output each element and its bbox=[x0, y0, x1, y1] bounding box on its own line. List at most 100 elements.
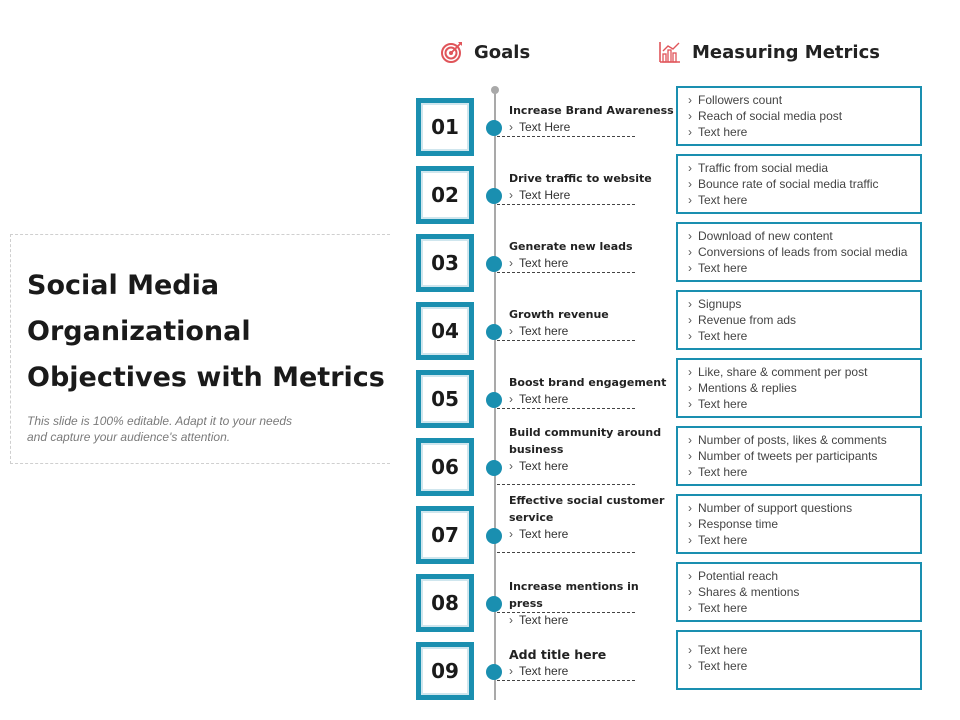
timeline-dot bbox=[486, 460, 502, 476]
page-title-line-3: Objectives with Metrics bbox=[27, 362, 385, 393]
metric-item: › Potential reach bbox=[688, 568, 912, 584]
timeline-dot bbox=[486, 188, 502, 204]
metric-label: Reach of social media post bbox=[698, 109, 843, 123]
goal-subtext: › Text here bbox=[509, 255, 674, 272]
objective-row: 09 Add title here › Text here › Text here › Tex… bbox=[0, 630, 960, 702]
goal-title: Increase mentions in press bbox=[509, 580, 639, 610]
metrics-box: › Number of support questions › Response ti… bbox=[676, 494, 922, 554]
objective-row: 02 Drive traffic to website › Text Here › Tra… bbox=[0, 154, 960, 226]
goal-subtext-label: Text here bbox=[519, 392, 569, 406]
goal-subtext-label: Text Here bbox=[519, 120, 571, 134]
metric-label: Followers count bbox=[698, 93, 783, 107]
metric-item: › Text here bbox=[688, 124, 912, 140]
chevron-right-icon: › bbox=[688, 93, 692, 107]
metric-label: Revenue from ads bbox=[698, 313, 797, 327]
chevron-right-icon: › bbox=[688, 397, 692, 411]
page-title: Social Media Organizational Objectives w… bbox=[27, 263, 387, 401]
chevron-right-icon: › bbox=[688, 297, 692, 311]
chevron-right-icon: › bbox=[509, 527, 513, 541]
objective-row: 03 Generate new leads › Text here › Download … bbox=[0, 222, 960, 294]
metric-item: › Traffic from social media bbox=[688, 160, 912, 176]
goal-divider bbox=[497, 484, 635, 485]
chevron-right-icon: › bbox=[688, 245, 692, 259]
metric-label: Number of support questions bbox=[698, 501, 853, 515]
metric-item: › Number of tweets per participants bbox=[688, 448, 912, 464]
chevron-right-icon: › bbox=[688, 193, 692, 207]
goal-divider bbox=[497, 408, 635, 409]
metric-item: › Text here bbox=[688, 600, 912, 616]
goal-block: Boost brand engagement › Text here bbox=[509, 374, 674, 424]
goal-subtext-label: Text here bbox=[519, 527, 569, 541]
goal-divider bbox=[497, 340, 635, 341]
metric-item: › Number of posts, likes & comments bbox=[688, 432, 912, 448]
row-number-box: 05 bbox=[416, 370, 474, 428]
chevron-right-icon: › bbox=[688, 381, 692, 395]
metric-label: Text here bbox=[698, 465, 748, 479]
row-number-box: 06 bbox=[416, 438, 474, 496]
goal-subtext: › Text here bbox=[509, 612, 674, 629]
chevron-right-icon: › bbox=[509, 188, 513, 202]
timeline-dot bbox=[486, 664, 502, 680]
row-number-box: 07 bbox=[416, 506, 474, 564]
goal-subtext: › Text here bbox=[509, 458, 674, 475]
row-number: 04 bbox=[421, 307, 469, 355]
chevron-right-icon: › bbox=[688, 365, 692, 379]
chevron-right-icon: › bbox=[509, 324, 513, 338]
metric-item: › Download of new content bbox=[688, 228, 912, 244]
page-title-line-1: Social Media bbox=[27, 270, 220, 301]
chevron-right-icon: › bbox=[688, 501, 692, 515]
goal-subtext: › Text here bbox=[509, 663, 674, 680]
metric-item: › Text here bbox=[688, 328, 912, 344]
goal-subtext: › Text Here bbox=[509, 187, 674, 204]
goal-subtext: › Text here bbox=[509, 391, 674, 408]
goal-subtext-label: Text Here bbox=[519, 188, 571, 202]
goals-header-label: Goals bbox=[474, 41, 531, 63]
metrics-box: › Traffic from social media › Bounce rate o… bbox=[676, 154, 922, 214]
row-number: 07 bbox=[421, 511, 469, 559]
chevron-right-icon: › bbox=[509, 120, 513, 134]
chevron-right-icon: › bbox=[688, 585, 692, 599]
goal-subtext: › Text Here bbox=[509, 119, 674, 136]
metric-item: › Signups bbox=[688, 296, 912, 312]
metric-item: › Conversions of leads from social media bbox=[688, 244, 912, 260]
chevron-right-icon: › bbox=[688, 569, 692, 583]
timeline-dot bbox=[486, 324, 502, 340]
goal-divider bbox=[497, 136, 635, 137]
chevron-right-icon: › bbox=[688, 643, 692, 657]
chevron-right-icon: › bbox=[509, 459, 513, 473]
chevron-right-icon: › bbox=[688, 109, 692, 123]
metric-item: › Like, share & comment per post bbox=[688, 364, 912, 380]
metric-item: › Revenue from ads bbox=[688, 312, 912, 328]
goal-divider bbox=[497, 272, 635, 273]
metric-item: › Number of support questions bbox=[688, 500, 912, 516]
goal-subtext-label: Text here bbox=[519, 664, 569, 678]
metrics-box: › Like, share & comment per post › Mentions… bbox=[676, 358, 922, 418]
metric-label: Text here bbox=[698, 261, 748, 275]
goal-block: Growth revenue › Text here bbox=[509, 306, 674, 356]
metric-item: › Text here bbox=[688, 642, 912, 658]
chevron-right-icon: › bbox=[509, 664, 513, 678]
metric-label: Text here bbox=[698, 193, 748, 207]
metric-label: Like, share & comment per post bbox=[698, 365, 868, 379]
chevron-right-icon: › bbox=[688, 601, 692, 615]
goal-divider bbox=[497, 204, 635, 205]
row-number: 06 bbox=[421, 443, 469, 491]
goal-block: Build community around business › Text her… bbox=[509, 424, 674, 474]
chevron-right-icon: › bbox=[509, 392, 513, 406]
target-icon bbox=[440, 40, 464, 64]
timeline-dot bbox=[486, 392, 502, 408]
goal-block: Add title here › Text here bbox=[509, 646, 674, 696]
row-number: 01 bbox=[421, 103, 469, 151]
metric-item: › Shares & mentions bbox=[688, 584, 912, 600]
goal-block: Drive traffic to website › Text Here bbox=[509, 170, 674, 220]
metric-item: › Text here bbox=[688, 260, 912, 276]
row-number-box: 01 bbox=[416, 98, 474, 156]
metric-label: Text here bbox=[698, 329, 748, 343]
metric-label: Response time bbox=[698, 517, 779, 531]
goal-divider bbox=[497, 552, 635, 553]
metric-label: Shares & mentions bbox=[698, 585, 800, 599]
goal-title: Growth revenue bbox=[509, 308, 609, 321]
metrics-box: › Download of new content › Conversions of … bbox=[676, 222, 922, 282]
timeline-dot bbox=[486, 256, 502, 272]
objective-row: 05 Boost brand engagement › Text here › Like,… bbox=[0, 358, 960, 430]
